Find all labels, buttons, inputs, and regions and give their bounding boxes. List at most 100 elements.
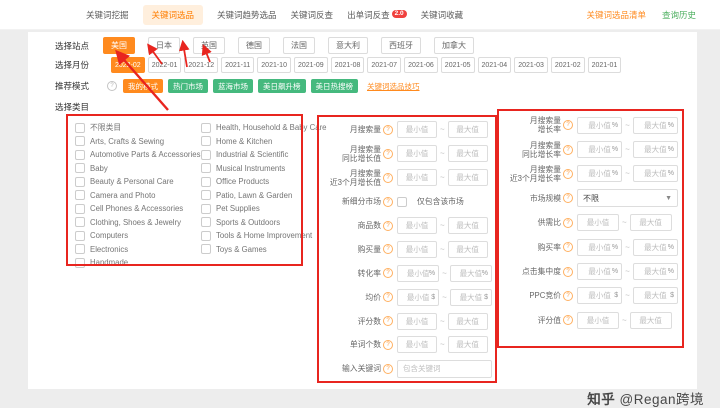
month-option-2022-02[interactable]: 2022-02 bbox=[111, 57, 145, 73]
help-icon[interactable]: ? bbox=[383, 268, 393, 279]
min-value-input[interactable]: 最小值 bbox=[397, 336, 437, 354]
min-value-input[interactable]: 最小值% bbox=[397, 264, 440, 282]
max-value-input[interactable]: 最大值 bbox=[447, 312, 488, 330]
min-value-input[interactable]: 最小值 bbox=[397, 240, 437, 258]
site-option-法国[interactable]: 法国 bbox=[283, 37, 315, 54]
min-value-input[interactable]: 最小值% bbox=[577, 263, 623, 281]
site-option-日本[interactable]: 日本 bbox=[148, 37, 180, 54]
help-icon[interactable]: ? bbox=[383, 148, 393, 159]
nav-tab-3[interactable]: 关键词趋势选品 bbox=[217, 9, 277, 20]
month-option-2021-05[interactable]: 2021-05 bbox=[440, 57, 475, 73]
min-value-input[interactable]: 最小值% bbox=[577, 116, 623, 134]
checkbox-icon[interactable] bbox=[201, 217, 211, 228]
nav-tab-2[interactable]: 关键词选品 bbox=[142, 4, 204, 25]
nav-link-1[interactable]: 关键词选品清单 bbox=[586, 9, 646, 20]
max-value-input[interactable]: 最大值 $ bbox=[632, 287, 678, 305]
max-value-input[interactable]: 最大值 $ bbox=[449, 288, 492, 306]
nav-tab-5[interactable]: 出单词反查 2.0 bbox=[347, 9, 407, 21]
help-icon[interactable]: ? bbox=[383, 196, 393, 207]
checkbox-icon[interactable] bbox=[75, 203, 85, 214]
checkbox-icon[interactable] bbox=[75, 122, 85, 133]
checkbox-icon[interactable] bbox=[75, 149, 85, 160]
min-value-input[interactable]: 最小值% bbox=[577, 238, 623, 256]
checkbox-icon[interactable] bbox=[75, 217, 85, 228]
checkbox-icon[interactable] bbox=[75, 176, 85, 187]
help-icon[interactable]: ? bbox=[383, 220, 393, 231]
market-size-select[interactable]: 不限 ▼ bbox=[577, 189, 678, 208]
checkbox-icon[interactable] bbox=[201, 176, 211, 187]
category-item[interactable]: Arts, Crafts & Sewing bbox=[75, 135, 200, 149]
min-value-input[interactable]: 最小值 bbox=[397, 312, 437, 330]
month-option-2021-03[interactable]: 2021-03 bbox=[514, 57, 548, 73]
max-value-input[interactable]: 最大值% bbox=[632, 141, 678, 159]
keyword-input[interactable]: 包含关键词 bbox=[397, 359, 492, 378]
month-option-2022-01[interactable]: 2022-01 bbox=[147, 57, 182, 73]
help-icon[interactable]: ? bbox=[383, 339, 393, 350]
mode-option-1[interactable]: 我的模式 bbox=[123, 79, 163, 93]
site-option-美国[interactable]: 美国 bbox=[103, 37, 135, 54]
month-option-2021-01[interactable]: 2021-01 bbox=[587, 57, 622, 73]
checkbox-icon[interactable] bbox=[75, 230, 85, 241]
category-item[interactable]: Tools & Home Improvement bbox=[201, 229, 321, 243]
category-item[interactable]: Musical Instruments bbox=[201, 162, 321, 176]
help-icon[interactable]: ? bbox=[563, 290, 573, 301]
max-value-input[interactable]: 最大值 bbox=[447, 169, 488, 187]
min-value-input[interactable]: 最小值 bbox=[577, 311, 619, 329]
mode-option-4[interactable]: 美日飙升榜 bbox=[258, 79, 306, 93]
max-value-input[interactable]: 最大值 bbox=[447, 145, 488, 163]
category-item[interactable]: Patio, Lawn & Garden bbox=[201, 189, 321, 203]
help-icon[interactable]: ? bbox=[563, 266, 573, 277]
help-icon[interactable]: ? bbox=[563, 120, 573, 131]
month-option-2021-06[interactable]: 2021-06 bbox=[404, 57, 438, 73]
month-option-2021-02[interactable]: 2021-02 bbox=[550, 57, 585, 73]
mode-option-3[interactable]: 蓝海市场 bbox=[213, 79, 253, 93]
mode-option-2[interactable]: 热门市场 bbox=[168, 79, 208, 93]
max-value-input[interactable]: 最大值 bbox=[447, 121, 488, 139]
max-value-input[interactable]: 最大值% bbox=[449, 264, 492, 282]
site-option-意大利[interactable]: 意大利 bbox=[328, 37, 368, 54]
site-option-英国[interactable]: 英国 bbox=[193, 37, 225, 54]
site-option-西班牙[interactable]: 西班牙 bbox=[381, 37, 421, 54]
category-item[interactable]: Pet Supplies bbox=[201, 202, 321, 216]
min-value-input[interactable]: 最小值 $ bbox=[397, 288, 440, 306]
help-icon[interactable]: ? bbox=[563, 315, 573, 326]
nav-tab-1[interactable]: 关键词挖掘 bbox=[86, 9, 129, 20]
min-value-input[interactable]: 最小值 $ bbox=[577, 287, 623, 305]
mode-option-5[interactable]: 美日热搜榜 bbox=[310, 79, 358, 93]
site-option-加拿大[interactable]: 加拿大 bbox=[434, 37, 474, 54]
month-option-2021-07[interactable]: 2021-07 bbox=[367, 57, 402, 73]
help-icon[interactable]: ? bbox=[563, 168, 573, 179]
keyword-tips-link[interactable]: 关键词选品技巧 bbox=[367, 81, 420, 91]
max-value-input[interactable]: 最大值 bbox=[629, 311, 672, 329]
min-value-input[interactable]: 最小值% bbox=[577, 141, 623, 159]
checkbox-icon[interactable] bbox=[397, 196, 407, 207]
mode-help-icon[interactable]: ? bbox=[107, 81, 117, 91]
help-icon[interactable]: ? bbox=[563, 144, 573, 155]
checkbox-icon[interactable] bbox=[201, 149, 211, 160]
category-item[interactable]: Home & Kitchen bbox=[201, 135, 321, 149]
max-value-input[interactable]: 最大值 bbox=[447, 240, 488, 258]
category-item[interactable]: Cell Phones & Accessories bbox=[75, 202, 200, 216]
site-option-德国[interactable]: 德国 bbox=[238, 37, 270, 54]
min-value-input[interactable]: 最小值 bbox=[397, 145, 437, 163]
month-option-2021-04[interactable]: 2021-04 bbox=[477, 57, 512, 73]
help-icon[interactable]: ? bbox=[383, 316, 393, 327]
checkbox-icon[interactable] bbox=[75, 190, 85, 201]
min-value-input[interactable]: 最小值 bbox=[577, 214, 619, 232]
category-item[interactable]: Baby bbox=[75, 162, 200, 176]
checkbox-icon[interactable] bbox=[75, 136, 85, 147]
category-item[interactable]: Office Products bbox=[201, 175, 321, 189]
help-icon[interactable]: ? bbox=[563, 242, 573, 253]
checkbox-icon[interactable] bbox=[201, 190, 211, 201]
category-item[interactable]: Beauty & Personal Care bbox=[75, 175, 200, 189]
max-value-input[interactable]: 最大值 bbox=[447, 217, 488, 234]
min-value-input[interactable]: 最小值 bbox=[397, 217, 437, 234]
checkbox-icon[interactable] bbox=[75, 257, 85, 268]
nav-tab-4[interactable]: 关键词反查 bbox=[290, 9, 334, 20]
category-item[interactable]: Industrial & Scientific bbox=[201, 148, 321, 162]
max-value-input[interactable]: 最大值% bbox=[632, 165, 678, 183]
min-value-input[interactable]: 最小值 bbox=[397, 121, 437, 139]
max-value-input[interactable]: 最大值 bbox=[447, 336, 488, 354]
help-icon[interactable]: ? bbox=[383, 124, 393, 135]
help-icon[interactable]: ? bbox=[383, 244, 393, 255]
